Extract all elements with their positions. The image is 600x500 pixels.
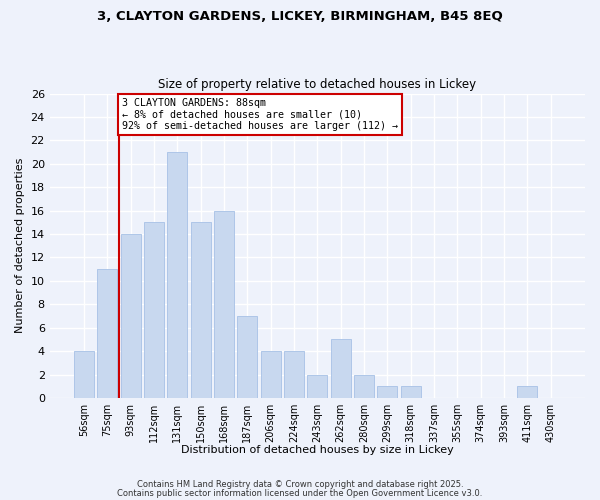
Bar (284, 351, 304, 398)
X-axis label: Distribution of detached houses by size in Lickey: Distribution of detached houses by size … (181, 445, 454, 455)
Title: Size of property relative to detached houses in Lickey: Size of property relative to detached ho… (158, 78, 476, 91)
Bar (331, 340, 350, 398)
Text: 3, CLAYTON GARDENS, LICKEY, BIRMINGHAM, B45 8EQ: 3, CLAYTON GARDENS, LICKEY, BIRMINGHAM, … (97, 10, 503, 23)
Text: Contains HM Land Registry data © Crown copyright and database right 2025.: Contains HM Land Registry data © Crown c… (137, 480, 463, 489)
Bar (354, 374, 374, 398)
Bar (261, 351, 281, 398)
Bar (74, 351, 94, 398)
Bar (191, 222, 211, 398)
Bar (307, 374, 327, 398)
Bar (238, 316, 257, 398)
Bar (121, 234, 140, 398)
Bar (401, 386, 421, 398)
Text: Contains public sector information licensed under the Open Government Licence v3: Contains public sector information licen… (118, 488, 482, 498)
Bar (144, 222, 164, 398)
Bar (517, 386, 538, 398)
Text: 3 CLAYTON GARDENS: 88sqm
← 8% of detached houses are smaller (10)
92% of semi-de: 3 CLAYTON GARDENS: 88sqm ← 8% of detache… (122, 98, 398, 132)
Bar (167, 152, 187, 398)
Y-axis label: Number of detached properties: Number of detached properties (15, 158, 25, 334)
Bar (97, 269, 117, 398)
Bar (214, 210, 234, 398)
Bar (377, 386, 397, 398)
